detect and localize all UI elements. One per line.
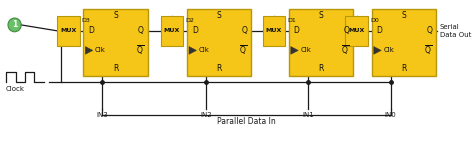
- Text: Q: Q: [242, 26, 247, 35]
- Text: Q: Q: [343, 26, 349, 35]
- Text: Q: Q: [426, 26, 432, 35]
- Text: Clock: Clock: [6, 86, 25, 92]
- Polygon shape: [189, 46, 197, 54]
- Text: IN2: IN2: [200, 112, 212, 118]
- Text: D: D: [293, 26, 300, 35]
- Text: IN3: IN3: [96, 112, 108, 118]
- Text: $\overline{\mathsf{Q}}$: $\overline{\mathsf{Q}}$: [136, 44, 144, 57]
- Text: S: S: [401, 11, 406, 20]
- Text: Clk: Clk: [300, 47, 311, 53]
- Text: 1: 1: [12, 20, 17, 29]
- Text: R: R: [113, 64, 118, 73]
- Text: R: R: [217, 64, 222, 73]
- Text: $\overline{\mathsf{Q}}$: $\overline{\mathsf{Q}}$: [239, 44, 247, 57]
- Circle shape: [8, 18, 21, 32]
- Text: S: S: [217, 11, 221, 20]
- Text: Clk: Clk: [383, 47, 394, 53]
- Text: R: R: [318, 64, 324, 73]
- Polygon shape: [291, 46, 298, 54]
- Text: $\overline{\mathsf{Q}}$: $\overline{\mathsf{Q}}$: [341, 44, 349, 57]
- Text: Data Out: Data Out: [440, 32, 471, 38]
- Text: D1: D1: [287, 18, 296, 23]
- Text: D2: D2: [185, 18, 194, 23]
- Text: D0: D0: [370, 18, 379, 23]
- Text: R: R: [401, 64, 407, 73]
- Text: MUX: MUX: [265, 28, 282, 33]
- Text: S: S: [113, 11, 118, 20]
- Bar: [289, 9, 353, 76]
- Text: Clk: Clk: [199, 47, 210, 53]
- Text: S: S: [319, 11, 323, 20]
- Text: Clk: Clk: [95, 47, 106, 53]
- Bar: [263, 16, 285, 45]
- Bar: [57, 16, 80, 45]
- Text: D: D: [192, 26, 198, 35]
- Text: MUX: MUX: [60, 28, 76, 33]
- Bar: [161, 16, 183, 45]
- Text: IN0: IN0: [385, 112, 397, 118]
- Bar: [187, 9, 251, 76]
- Polygon shape: [374, 46, 381, 54]
- Text: D: D: [376, 26, 383, 35]
- Text: IN1: IN1: [302, 112, 314, 118]
- Text: MUX: MUX: [348, 28, 365, 33]
- Bar: [83, 9, 147, 76]
- Text: MUX: MUX: [164, 28, 180, 33]
- Bar: [346, 16, 368, 45]
- Text: Serial: Serial: [440, 24, 459, 30]
- Bar: [372, 9, 436, 76]
- Text: D3: D3: [82, 18, 91, 23]
- Text: $\overline{\mathsf{Q}}$: $\overline{\mathsf{Q}}$: [424, 44, 432, 57]
- Text: Parallel Data In: Parallel Data In: [217, 117, 276, 126]
- Text: Q: Q: [138, 26, 144, 35]
- Text: D: D: [88, 26, 94, 35]
- Polygon shape: [85, 46, 93, 54]
